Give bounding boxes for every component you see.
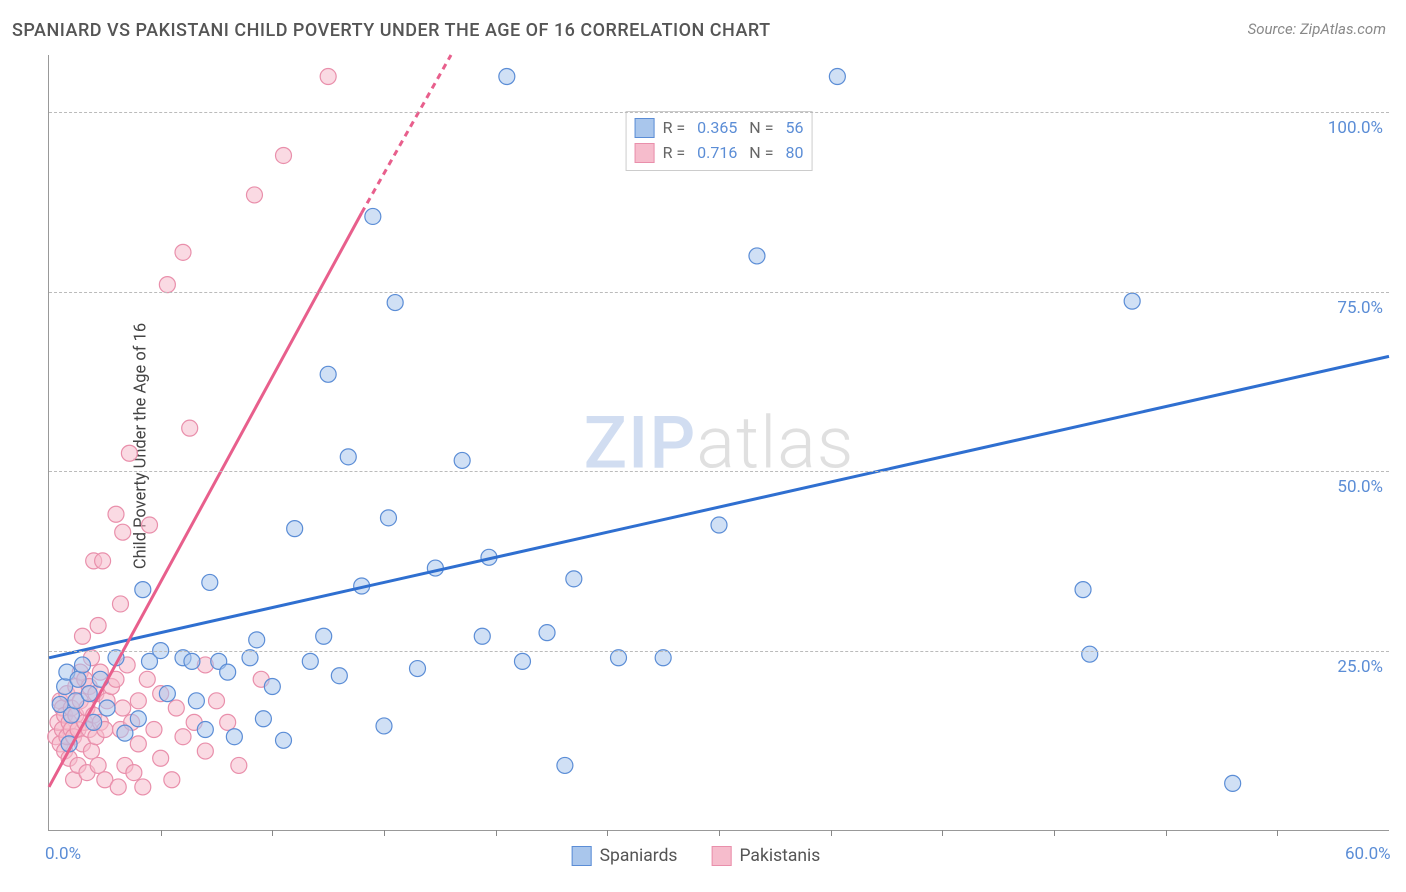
plot-area: ZIPatlas R = 0.365 N = 56 R = 0.716 N = … [48,55,1389,831]
legend-swatch-pakistanis [711,846,731,866]
legend-label-pakistanis: Pakistanis [739,846,820,866]
y-tick-label: 25.0% [1337,657,1383,677]
y-tick-label: 75.0% [1337,298,1383,318]
stat-n-blue: 56 [785,116,803,141]
legend-swatch-blue [635,118,655,138]
chart-svg [49,55,1389,830]
series-legend: Spaniards Pakistanis [572,846,821,866]
chart-title: SPANIARD VS PAKISTANI CHILD POVERTY UNDE… [12,20,771,41]
x-tick-label: 0.0% [45,844,81,864]
stat-n-pink: 80 [785,141,803,166]
legend-label-spaniards: Spaniards [600,846,678,866]
y-tick-label: 100.0% [1328,118,1383,138]
legend-swatch-pink [635,143,655,163]
stat-r-blue: 0.365 [697,116,737,141]
x-tick-label: 60.0% [1345,844,1391,864]
legend-swatch-spaniards [572,846,592,866]
source-text: Source: ZipAtlas.com [1248,20,1386,38]
stats-legend: R = 0.365 N = 56 R = 0.716 N = 80 [626,111,813,171]
y-tick-label: 50.0% [1337,477,1383,497]
stat-r-pink: 0.716 [697,141,737,166]
